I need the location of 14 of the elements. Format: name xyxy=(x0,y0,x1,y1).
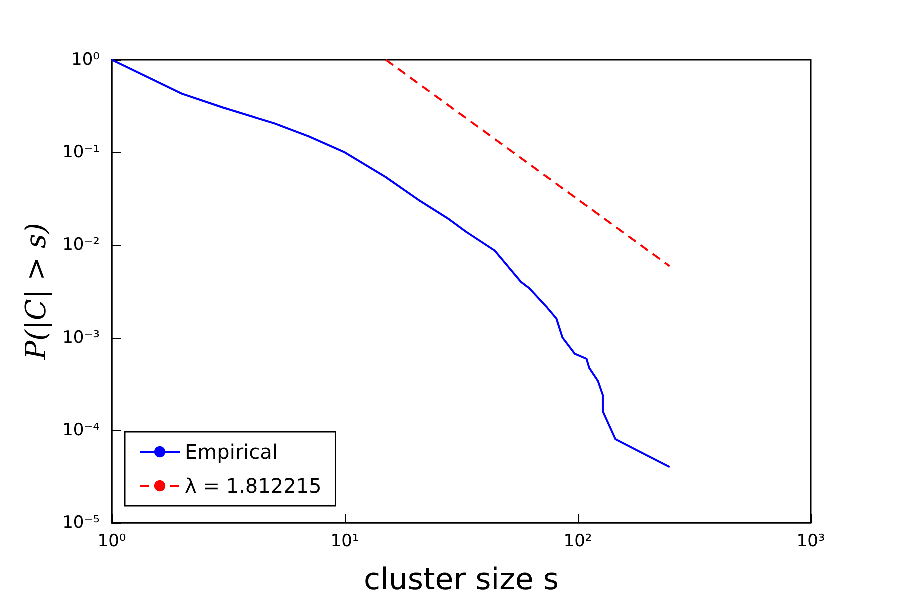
x-tick-label: 10³ xyxy=(796,532,826,552)
legend-label: λ = 1.812215 xyxy=(185,474,322,498)
y-tick-label: 10⁻³ xyxy=(62,328,100,348)
x-axis-title: cluster size s xyxy=(364,562,559,598)
x-tick-label: 10¹ xyxy=(330,532,360,552)
y-axis-title: P(|C| > s) xyxy=(20,223,52,361)
y-tick-label: 10⁰ xyxy=(72,50,100,70)
x-tick-label: 10² xyxy=(564,532,592,552)
x-tick-label: 10⁰ xyxy=(98,532,126,552)
y-tick-label: 10⁻¹ xyxy=(62,142,100,163)
legend-label: Empirical xyxy=(185,440,278,464)
y-tick-label: 10⁻² xyxy=(62,235,100,256)
y-tick-label: 10⁻⁴ xyxy=(62,420,100,440)
y-tick-label: 10⁻⁵ xyxy=(62,513,100,533)
